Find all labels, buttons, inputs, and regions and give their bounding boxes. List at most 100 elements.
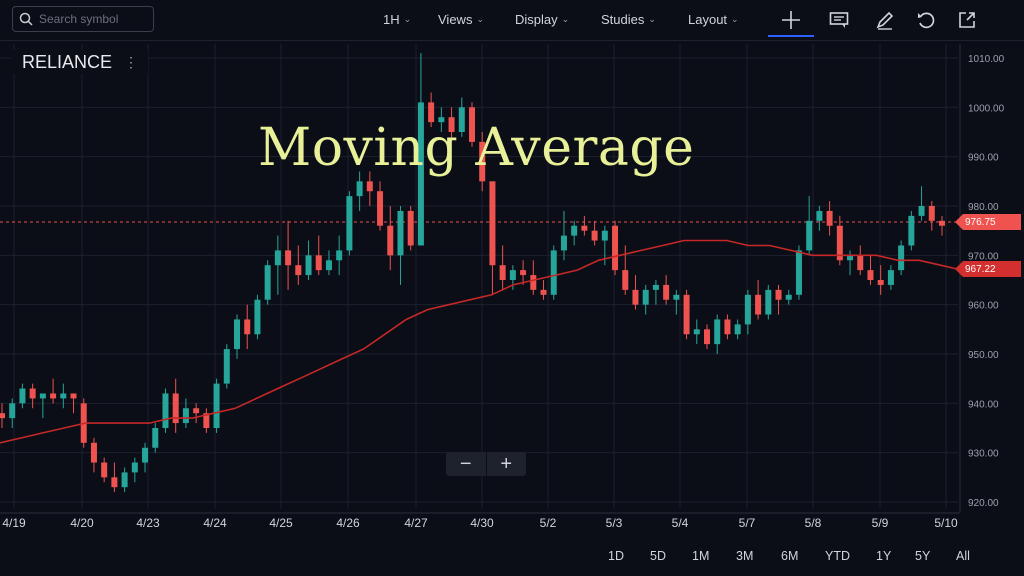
y-tick-label: 960.00 bbox=[968, 301, 999, 312]
candle-body bbox=[806, 220, 813, 251]
candle-body bbox=[285, 250, 292, 266]
studies-label: Studies bbox=[601, 12, 645, 27]
candle-body bbox=[9, 403, 16, 419]
candle-body bbox=[19, 388, 26, 404]
candle-body bbox=[683, 294, 690, 335]
overlay-title: Moving Average bbox=[258, 118, 695, 178]
layout-label: Layout bbox=[688, 12, 728, 27]
candle-body bbox=[203, 413, 210, 428]
x-axis-labels: 4/19 4/20 4/23 4/24 4/25 4/26 4/27 4/30 5/2 5/3 5/… bbox=[2, 516, 958, 530]
candle-body bbox=[887, 270, 894, 285]
x-tick-label: 4/24 bbox=[203, 516, 227, 530]
candle-body bbox=[264, 265, 271, 300]
active-tool-indicator bbox=[768, 35, 814, 37]
x-tick-label: 5/7 bbox=[739, 516, 756, 530]
candle-body bbox=[601, 230, 608, 241]
chevron-down-icon: ⌄ bbox=[476, 14, 484, 24]
candle-body bbox=[131, 462, 138, 473]
display-menu[interactable]: Display ⌄ bbox=[515, 12, 569, 27]
chart-grid bbox=[0, 44, 961, 514]
candle-body bbox=[101, 462, 108, 478]
y-tick-label: 920.00 bbox=[968, 498, 999, 509]
candle-body bbox=[162, 393, 169, 428]
x-tick-label: 5/2 bbox=[540, 516, 557, 530]
x-tick-label: 5/9 bbox=[872, 516, 889, 530]
candle-body bbox=[274, 250, 281, 266]
range-3m[interactable]: 3M bbox=[736, 549, 754, 563]
x-tick-label: 4/27 bbox=[404, 516, 428, 530]
candle-body bbox=[704, 329, 710, 345]
zoom-out-button[interactable]: − bbox=[459, 452, 472, 475]
candle-body bbox=[499, 265, 506, 280]
x-tick-label: 4/19 bbox=[2, 516, 26, 530]
candle-body bbox=[714, 319, 721, 345]
search-icon bbox=[19, 12, 33, 26]
candle-body bbox=[254, 299, 261, 335]
candle-body bbox=[387, 225, 394, 256]
candle-body bbox=[816, 210, 823, 221]
y-axis-labels: 1010.00 1000.00 990.00 980.00 970.00 960.00 95… bbox=[968, 54, 1005, 509]
pencil-icon[interactable] bbox=[874, 9, 896, 31]
candle-body bbox=[39, 393, 46, 399]
candle-body bbox=[60, 393, 67, 399]
chat-icon[interactable] bbox=[828, 9, 850, 31]
candle-body bbox=[744, 294, 751, 325]
candle-body bbox=[836, 225, 843, 261]
candle-body bbox=[857, 255, 864, 271]
candle-body bbox=[315, 255, 322, 271]
candle-body bbox=[693, 329, 700, 335]
ma-price-tag: 967.22 bbox=[955, 261, 1021, 278]
candle-body bbox=[765, 289, 772, 315]
range-1y[interactable]: 1Y bbox=[876, 549, 892, 563]
candle-body bbox=[90, 442, 97, 463]
candle-body bbox=[223, 349, 230, 384]
y-tick-label: 940.00 bbox=[968, 399, 999, 410]
candle-body bbox=[213, 383, 220, 428]
views-menu[interactable]: Views ⌄ bbox=[438, 12, 484, 27]
x-tick-label: 5/10 bbox=[934, 516, 958, 530]
undo-icon[interactable] bbox=[915, 9, 937, 31]
chevron-down-icon: ⌄ bbox=[648, 14, 656, 24]
studies-menu[interactable]: Studies ⌄ bbox=[601, 12, 656, 27]
range-5y[interactable]: 5Y bbox=[915, 549, 931, 563]
share-icon[interactable] bbox=[956, 9, 978, 31]
candle-body bbox=[428, 102, 435, 123]
range-all[interactable]: All bbox=[956, 549, 970, 563]
candle-body bbox=[489, 181, 496, 266]
symbol-legend: RELIANCE ⋮ bbox=[12, 50, 149, 74]
candle-body bbox=[366, 181, 373, 192]
interval-menu[interactable]: 1H ⌄ bbox=[383, 12, 411, 27]
candle-body bbox=[142, 447, 149, 463]
search-input[interactable] bbox=[37, 11, 151, 27]
candle-body bbox=[121, 472, 128, 488]
y-tick-label: 1000.00 bbox=[968, 103, 1005, 114]
range-5d[interactable]: 5D bbox=[650, 549, 666, 563]
candle-body bbox=[520, 270, 527, 276]
candle-body bbox=[734, 324, 741, 335]
candle-body bbox=[550, 250, 557, 295]
candle-body bbox=[571, 225, 578, 236]
layout-menu[interactable]: Layout ⌄ bbox=[688, 12, 739, 27]
candle-body bbox=[438, 117, 445, 123]
range-6m[interactable]: 6M bbox=[781, 549, 799, 563]
candle-body bbox=[939, 220, 945, 226]
y-tick-label: 990.00 bbox=[968, 153, 999, 164]
search-box[interactable] bbox=[12, 6, 154, 32]
candle-body bbox=[458, 107, 465, 132]
more-options-icon[interactable]: ⋮ bbox=[124, 53, 139, 70]
candle-body bbox=[928, 206, 935, 221]
candle-body bbox=[182, 408, 189, 424]
chevron-down-icon: ⌄ bbox=[731, 14, 739, 24]
chevron-down-icon: ⌄ bbox=[403, 14, 412, 24]
interval-label: 1H bbox=[383, 12, 400, 27]
range-ytd[interactable]: YTD bbox=[825, 549, 850, 563]
range-1m[interactable]: 1M bbox=[692, 549, 710, 563]
price-chart[interactable]: 4/19 4/20 4/23 4/24 4/25 4/26 4/27 4/30 5/2 5/3 5/… bbox=[0, 40, 1024, 536]
x-tick-label: 4/20 bbox=[70, 516, 94, 530]
x-tick-label: 4/23 bbox=[136, 516, 160, 530]
y-tick-label: 980.00 bbox=[968, 202, 999, 213]
zoom-in-button[interactable]: + bbox=[485, 452, 527, 476]
range-1d[interactable]: 1D bbox=[608, 549, 624, 563]
candle-body bbox=[673, 294, 680, 300]
crosshair-icon[interactable] bbox=[780, 9, 802, 31]
